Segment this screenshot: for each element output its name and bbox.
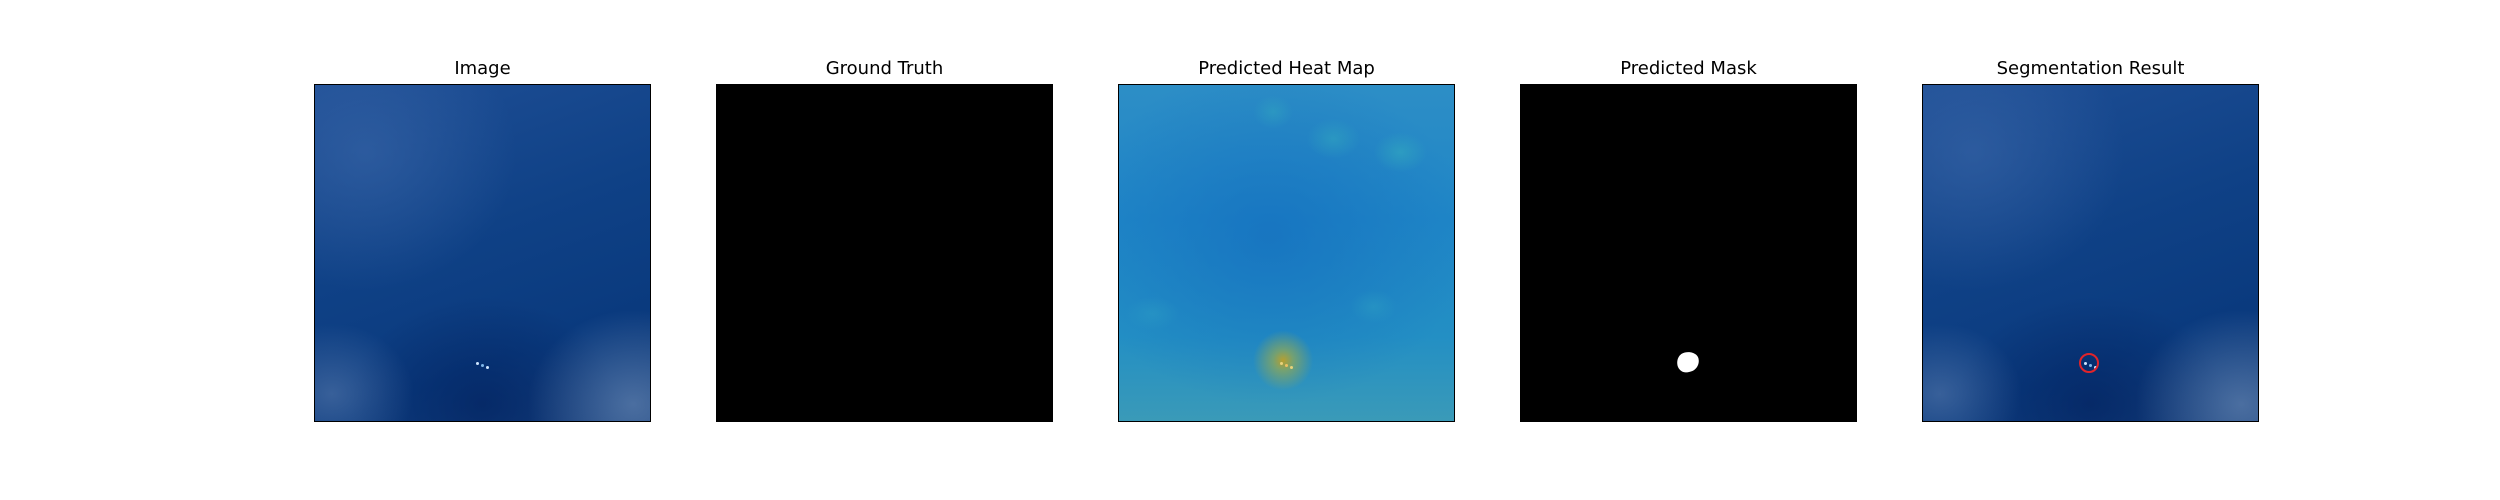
panel-title-predicted-mask: Predicted Mask — [1620, 58, 1757, 79]
ground-truth-mask — [717, 85, 1052, 421]
panel-heat-map — [1118, 84, 1455, 422]
target-object — [476, 362, 492, 370]
panel-ground-truth — [716, 84, 1053, 422]
panel-title-ground-truth: Ground Truth — [825, 58, 944, 79]
heat-map-target — [1280, 362, 1296, 370]
panel-image — [314, 84, 651, 422]
heat-map-image — [1119, 85, 1454, 421]
panel-segmentation — [1922, 84, 2259, 422]
panel-title-segmentation: Segmentation Result — [1996, 58, 2185, 79]
panel-title-heat-map: Predicted Heat Map — [1198, 58, 1375, 79]
ocean-image — [315, 85, 650, 421]
panel-title-image: Image — [454, 58, 511, 79]
panel-predicted-mask — [1520, 84, 1857, 422]
segmentation-highlight-circle — [2079, 353, 2099, 373]
